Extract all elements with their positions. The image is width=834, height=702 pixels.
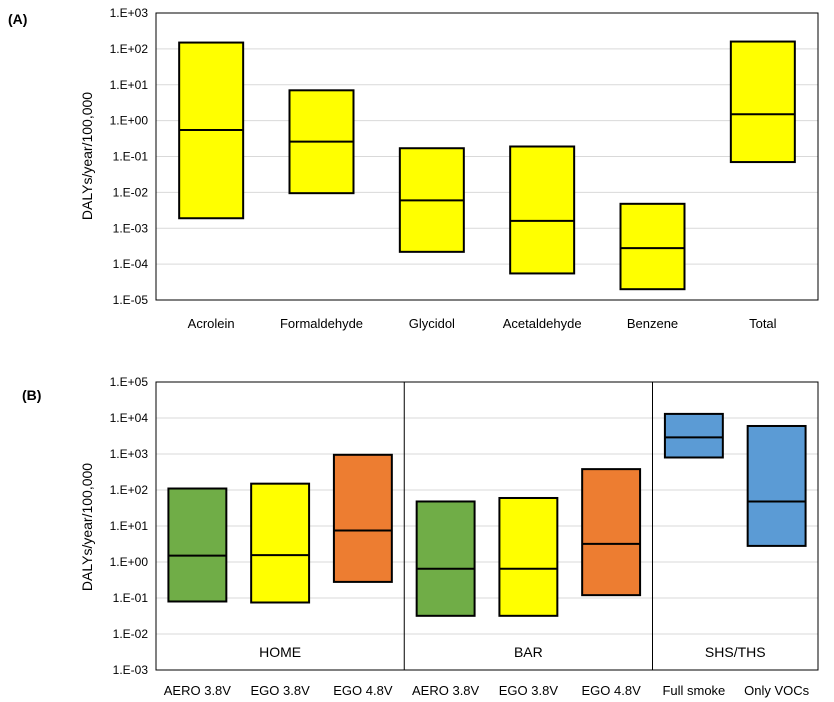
panel-b-category-label: EGO 4.8V	[333, 683, 393, 698]
panel-a-ytick-label: 1.E-01	[113, 150, 149, 164]
panel-b-range-box	[746, 424, 807, 547]
panel-b-group-label: SHS/THS	[705, 644, 766, 660]
panel-a-category-label: Benzene	[627, 316, 678, 331]
panel-b-category-label: Only VOCs	[744, 683, 810, 698]
panel-a-ytick-label: 1.E+00	[110, 114, 149, 128]
panel-a-range-box	[729, 40, 796, 164]
panel-b-ytick-label: 1.E+04	[110, 411, 149, 425]
panel-b-range-box	[498, 496, 559, 617]
panel-b-category-label: EGO 4.8V	[582, 683, 642, 698]
panel-b-group-label: HOME	[259, 644, 301, 660]
panel-a-category-label: Glycidol	[409, 316, 455, 331]
panel-b-label: (B)	[22, 387, 41, 403]
panel-b-ytick-label: 1.E+01	[110, 519, 149, 533]
panel-a-label: (A)	[8, 11, 27, 27]
panel-a-ytick-label: 1.E-03	[113, 221, 149, 235]
panel-a-category-label: Acrolein	[188, 316, 235, 331]
panel-b-category-label: EGO 3.8V	[499, 683, 559, 698]
panel-b-category-label: Full smoke	[662, 683, 725, 698]
panel-b-group-label: BAR	[514, 644, 543, 660]
panel-b-category-label: EGO 3.8V	[251, 683, 311, 698]
panel-b-ytick-label: 1.E+00	[110, 555, 149, 569]
panel-a-category-label: Acetaldehyde	[503, 316, 582, 331]
panel-a-ytick-label: 1.E-05	[113, 293, 149, 307]
panel-a-ytick-label: 1.E+03	[110, 6, 149, 20]
panel-b-range-box	[663, 412, 724, 459]
panel-b-ytick-label: 1.E-01	[113, 591, 149, 605]
panel-b-range-box	[250, 482, 311, 604]
panel-b-ytick-label: 1.E+02	[110, 483, 149, 497]
panel-a-y-axis-label: DALYs/year/100,000	[79, 92, 95, 220]
panel-b-plot-frame	[155, 381, 819, 671]
panel-b-range-box	[581, 468, 642, 597]
panel-a-category-label: Formaldehyde	[280, 316, 363, 331]
panel-a-range-box	[619, 202, 686, 291]
panel-b-range-box	[167, 487, 228, 603]
panel-b-category-label: AERO 3.8V	[412, 683, 480, 698]
panel-a-ytick-label: 1.E+01	[110, 78, 149, 92]
panel-b-ytick-label: 1.E-03	[113, 663, 149, 677]
panel-a-range-box	[509, 145, 576, 275]
panel-b-ytick-label: 1.E+05	[110, 375, 149, 389]
panel-b-ytick-label: 1.E+03	[110, 447, 149, 461]
panel-a-plot-frame	[155, 12, 819, 301]
panel-b-ytick-label: 1.E-02	[113, 627, 149, 641]
panel-b-category-label: AERO 3.8V	[164, 683, 232, 698]
panel-b-range-box	[415, 500, 476, 617]
panel-a-ytick-label: 1.E-02	[113, 185, 149, 199]
panel-a-ytick-label: 1.E-04	[113, 257, 149, 271]
panel-b-y-axis-label: DALYs/year/100,000	[79, 463, 95, 591]
panel-a-category-label: Total	[749, 316, 777, 331]
panel-b-range-box	[332, 453, 393, 583]
panel-a-ytick-label: 1.E+02	[110, 42, 149, 56]
